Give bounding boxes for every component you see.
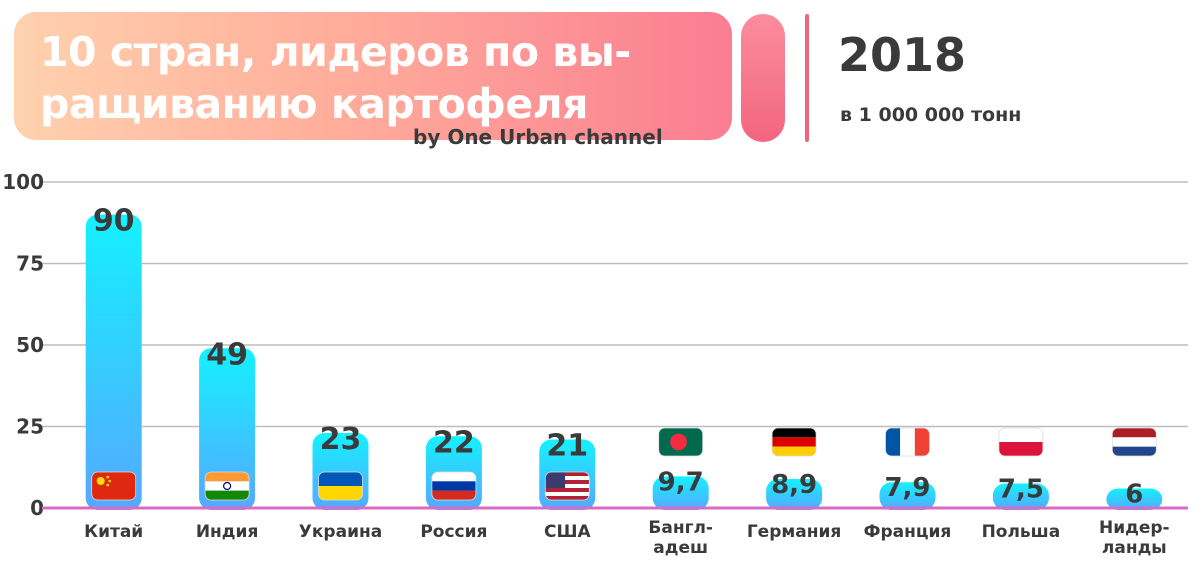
y-tick-label: 25 [16,415,44,439]
bar-value-label: 21 [546,429,588,464]
x-tick-label-line: ланды [1102,538,1167,558]
year-label: 2018 [838,28,967,82]
chart-subtitle: by One Urban channel [413,125,663,149]
x-tick-label: Россия [420,522,487,542]
germany-flag-icon [771,427,817,457]
netherlands-flag-icon [1111,427,1157,457]
bar-value-label: 7,9 [884,473,930,503]
x-tick-label: Индия [196,522,259,542]
bar [766,478,823,510]
y-tick-label: 75 [16,252,44,276]
unit-label: в 1 000 000 тонн [840,104,1022,126]
x-tick-label-line: Китай [84,522,143,542]
chart-title-line-1: 10 стран, лидеров по вы- [40,28,631,76]
x-tick-label: Украина [299,522,382,542]
bar-value-label: 22 [433,425,475,460]
bar-value-label: 23 [320,422,362,457]
x-tick-label-line: адеш [653,538,708,558]
x-tick-label-line: Германия [747,522,841,542]
x-tick-label: Бангл-адеш [648,518,713,558]
x-tick-label-line: США [544,522,591,542]
bar-value-label: 90 [93,204,135,239]
bar [1106,488,1163,510]
bar [652,476,709,510]
bangladesh-flag-icon [658,427,704,457]
title-banner [14,12,732,140]
bar-value-label: 49 [206,337,248,372]
y-tick-label: 100 [2,170,44,194]
divider-line [805,14,809,142]
bar-value-label: 8,9 [771,470,817,500]
russia-flag-icon [431,471,477,501]
x-tick-label: Германия [747,522,841,542]
x-tick-label: Франция [864,522,952,542]
x-tick-label-line: Россия [420,522,487,542]
bar [199,348,256,510]
x-tick-label-line: Польша [982,522,1061,542]
poland-flag-icon [998,427,1044,457]
x-tick-label: Китай [84,522,143,542]
france-flag-icon [885,427,930,457]
x-tick-label-line: Бангл- [648,518,713,538]
ukraine-flag-icon [318,471,363,501]
decorative-pill [741,14,785,142]
usa-flag-icon [544,471,590,501]
x-tick-label-line: Индия [196,522,259,542]
bar [85,214,142,510]
x-tick-label: Польша [982,522,1061,542]
bar-value-label: 7,5 [998,475,1044,505]
x-tick-label-line: Украина [299,522,382,542]
x-tick-label-line: Нидер- [1099,518,1170,538]
y-tick-label: 50 [16,333,44,357]
x-tick-label: США [544,522,591,542]
bar [879,482,936,510]
x-tick-label: Нидер-ланды [1099,518,1170,558]
bar [992,483,1049,510]
india-flag-icon [204,471,250,501]
bar-value-label: 9,7 [658,467,704,497]
y-tick-label: 0 [30,496,44,520]
chart-title-line-2: ращиванию картофеля [40,80,588,128]
china-flag-icon [91,471,137,501]
bar-value-label: 6 [1125,479,1143,509]
x-tick-label-line: Франция [864,522,952,542]
chart-title: 10 стран, лидеров по вы-ращиванию картоф… [40,26,730,130]
